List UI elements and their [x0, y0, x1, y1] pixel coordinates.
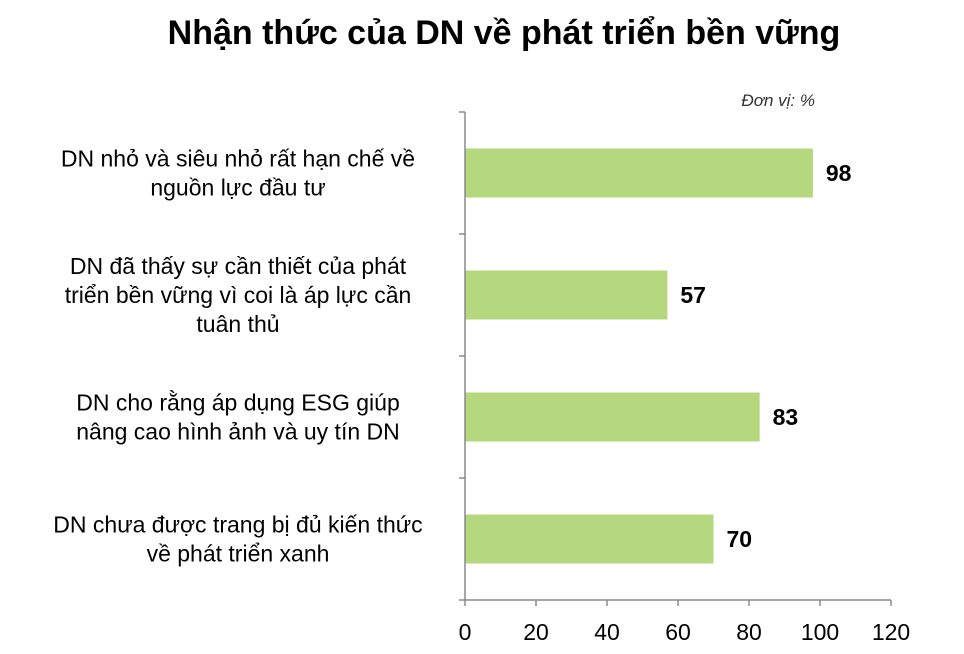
category-label-line: tuân thủ: [196, 311, 279, 337]
category-label-line: nâng cao hình ảnh và uy tín DN: [76, 419, 400, 445]
category-label-2: DN đã thấy sự cần thiết của phát triển bề…: [65, 253, 412, 337]
bars-group: [465, 148, 813, 564]
x-tick-label-120: 120: [872, 619, 910, 645]
bar-1: [465, 148, 813, 198]
data-label-2: 57: [680, 282, 706, 308]
data-label-4: 70: [727, 526, 753, 552]
x-tick-label-40: 40: [594, 619, 620, 645]
x-tick-label-80: 80: [736, 619, 762, 645]
chart-title: Nhận thức của DN về phát triển bền vững: [168, 14, 841, 52]
data-label-3: 83: [773, 404, 799, 430]
category-label-line: triển bền vững vì coi là áp lực cần: [65, 282, 412, 308]
bar-4: [465, 514, 714, 564]
unit-label: Đơn vị: %: [741, 91, 815, 110]
bar-2: [465, 270, 668, 320]
x-tick-label-0: 0: [459, 619, 472, 645]
data-label-1: 98: [826, 160, 852, 186]
category-label-line: DN nhỏ và siêu nhỏ rất hạn chế về: [61, 146, 415, 172]
x-tick-label-60: 60: [665, 619, 691, 645]
category-label-line: về phát triển xanh: [147, 541, 330, 567]
category-labels-group: DN nhỏ và siêu nhỏ rất hạn chế về nguồn l…: [53, 146, 422, 567]
category-label-line: DN cho rằng áp dụng ESG giúp: [76, 390, 399, 416]
category-label-1: DN nhỏ và siêu nhỏ rất hạn chế về nguồn l…: [61, 146, 415, 201]
category-label-line: DN chưa được trang bị đủ kiến thức: [53, 512, 422, 538]
x-tick-label-20: 20: [523, 619, 549, 645]
category-label-line: nguồn lực đầu tư: [150, 175, 325, 201]
bar-3: [465, 392, 760, 442]
category-label-4: DN chưa được trang bị đủ kiến thức về phá…: [53, 512, 422, 567]
category-label-line: DN đã thấy sự cần thiết của phát: [70, 253, 407, 279]
value-labels-group: 98 57 83 70: [680, 160, 851, 552]
axes-group: 0 20 40 60 80 100 120: [459, 111, 910, 645]
category-label-3: DN cho rằng áp dụng ESG giúp nâng cao hìn…: [76, 390, 400, 445]
x-tick-label-100: 100: [801, 619, 839, 645]
